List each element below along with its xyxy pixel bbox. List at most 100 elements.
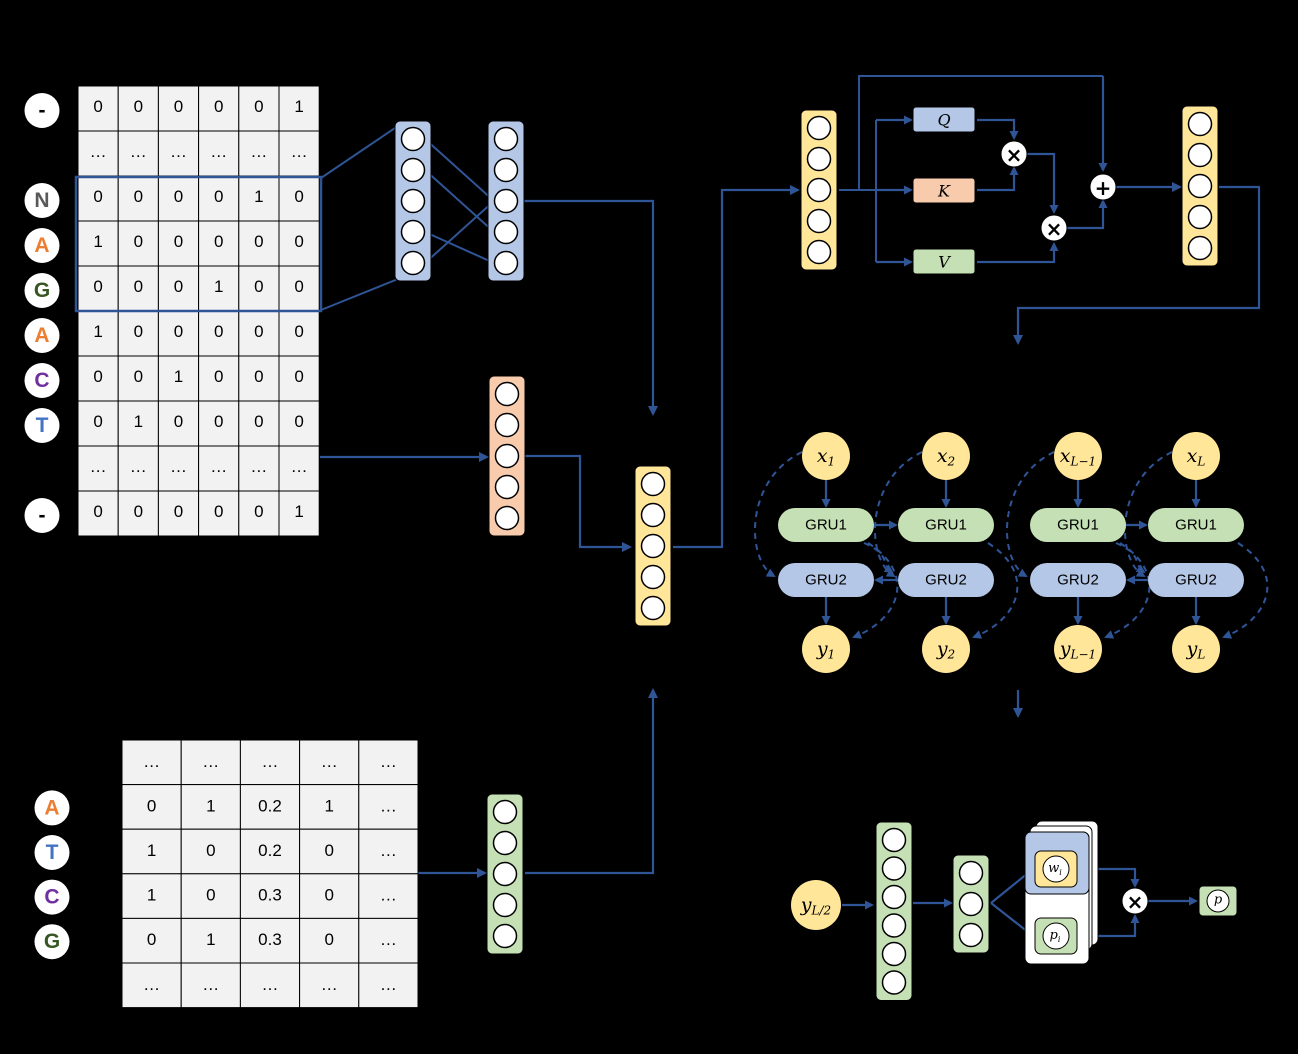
onehot-cell-text: … bbox=[170, 457, 187, 476]
qk-multiply-op bbox=[1000, 140, 1028, 168]
prob-to-mul-arrow bbox=[1091, 914, 1140, 938]
onehot-cell-text: 0 bbox=[294, 187, 303, 206]
onehot-cell-text: … bbox=[291, 142, 308, 161]
onehot-cell-text: 0 bbox=[294, 412, 303, 431]
feature-cell bbox=[121, 962, 182, 1009]
onehot-row-label: A bbox=[34, 324, 49, 347]
gru-output-y bbox=[1054, 625, 1102, 673]
residual-line bbox=[858, 75, 1103, 190]
feature-dense-layer-node bbox=[492, 923, 518, 949]
feature-cell bbox=[239, 739, 301, 786]
feature-cell-text: … bbox=[262, 752, 279, 771]
feature-cell bbox=[121, 917, 182, 964]
onehot-cell-text: 0 bbox=[174, 187, 183, 206]
onehot-cell-text: 0 bbox=[214, 367, 223, 386]
onehot-cell-text: … bbox=[130, 142, 147, 161]
onehot-cell-text: 1 bbox=[174, 367, 183, 386]
onehot-cell bbox=[77, 85, 119, 132]
x-to-gru2-dashed bbox=[1006, 451, 1055, 577]
gru1-label: GRU1 bbox=[805, 517, 847, 534]
onehot-cell-text: 0 bbox=[93, 187, 102, 206]
conv-edge bbox=[424, 231, 495, 264]
onehot-cell bbox=[238, 220, 280, 267]
q-to-mul-arrow bbox=[977, 118, 1019, 140]
onehot-cell bbox=[198, 490, 240, 537]
attention-input-layer-node bbox=[806, 208, 832, 234]
concat-to-attention-arrow bbox=[673, 185, 800, 549]
value-box bbox=[912, 248, 976, 275]
conv-layer-1-node bbox=[400, 157, 426, 183]
onehot-row-label: T bbox=[36, 414, 49, 437]
onehot-cell-text: … bbox=[130, 457, 147, 476]
gru-input-x bbox=[802, 432, 850, 480]
feature-cell-text: 0.2 bbox=[258, 841, 282, 860]
output-dense-layer-1-node bbox=[881, 941, 907, 967]
onehot-cell bbox=[198, 400, 240, 447]
conv-edge bbox=[424, 200, 495, 264]
feature-cell-text: 0.2 bbox=[258, 796, 282, 815]
onehot-cell bbox=[278, 130, 320, 177]
onehot-cell-text: 1 bbox=[294, 97, 303, 116]
feature-cell-text: 0 bbox=[147, 796, 156, 815]
onehot-cell-text: … bbox=[210, 457, 227, 476]
onehot-cell bbox=[77, 490, 119, 537]
onehot-cell bbox=[157, 175, 200, 222]
onehot-cell bbox=[238, 355, 280, 402]
attn-v-multiply-op bbox=[1040, 214, 1068, 242]
feature-cell-text: … bbox=[380, 752, 397, 771]
onehot-cell-text: 0 bbox=[254, 232, 263, 251]
feature-cell bbox=[358, 873, 419, 919]
onehot-row-label: - bbox=[39, 99, 46, 122]
feature-cell bbox=[299, 784, 360, 830]
onehot-cell-text: 0 bbox=[174, 412, 183, 431]
gru-output-y bbox=[802, 625, 850, 673]
onehot-row-label: G bbox=[34, 279, 50, 302]
gru1-label: GRU1 bbox=[1057, 517, 1099, 534]
mul2-to-add-arrow bbox=[1067, 199, 1108, 230]
feature-row-label: C bbox=[44, 886, 59, 909]
onehot-cell bbox=[198, 85, 240, 132]
onehot-row-label-badge bbox=[24, 408, 60, 443]
onehot-row-label-badge bbox=[24, 228, 60, 263]
attention-input-layer-node bbox=[806, 115, 832, 141]
onehot-cell bbox=[77, 220, 119, 267]
feature-row-label-badge bbox=[34, 924, 70, 960]
gru-input-label: xL bbox=[1187, 445, 1206, 469]
onehot-row-label: - bbox=[39, 504, 46, 527]
output-dense-layer-1-node bbox=[881, 856, 907, 881]
feature-cell-text: 1 bbox=[206, 930, 215, 949]
gru1-cell bbox=[898, 508, 994, 542]
onehot-cell bbox=[278, 220, 320, 267]
result-node bbox=[1206, 889, 1230, 913]
onehot-cell bbox=[278, 445, 320, 492]
onehot-cell-text: 0 bbox=[254, 502, 263, 521]
onehot-cell-text: 0 bbox=[214, 412, 223, 431]
feature-cell bbox=[121, 784, 182, 830]
feature-cell-text: 0 bbox=[324, 930, 333, 949]
feature-cell bbox=[358, 917, 419, 964]
onehot-row-label-badge bbox=[24, 183, 60, 218]
onehot-cell bbox=[117, 85, 159, 132]
qk-multiply-op-symbol: × bbox=[1006, 143, 1023, 167]
output-dense-layer-2-node bbox=[958, 922, 984, 948]
attention-input-layer-node bbox=[806, 146, 832, 172]
feature-cell-text: … bbox=[380, 796, 397, 815]
onehot-cell-text: 1 bbox=[93, 232, 102, 251]
embedding-layer-node bbox=[494, 381, 520, 407]
onehot-row-label: A bbox=[34, 234, 49, 257]
weight-label: wi bbox=[1048, 861, 1062, 877]
prob-node bbox=[1042, 922, 1070, 950]
attention-input-layer-node bbox=[806, 177, 832, 203]
onehot-cell-text: 0 bbox=[174, 97, 183, 116]
gru-output-label: yL bbox=[1186, 638, 1206, 662]
onehot-cell-text: 0 bbox=[134, 322, 143, 341]
conv-layer-2-node bbox=[493, 250, 519, 276]
gru2-label: GRU2 bbox=[1175, 572, 1217, 589]
feature-cell-text: 1 bbox=[206, 796, 215, 815]
conv-layer-2-node bbox=[493, 126, 519, 152]
onehot-cell-text: … bbox=[90, 142, 107, 161]
embedding-layer-node bbox=[494, 443, 520, 469]
onehot-row-label-badge bbox=[24, 498, 60, 533]
final-multiply-op-symbol: × bbox=[1127, 890, 1144, 914]
output-input-label: yL/2 bbox=[800, 894, 831, 918]
